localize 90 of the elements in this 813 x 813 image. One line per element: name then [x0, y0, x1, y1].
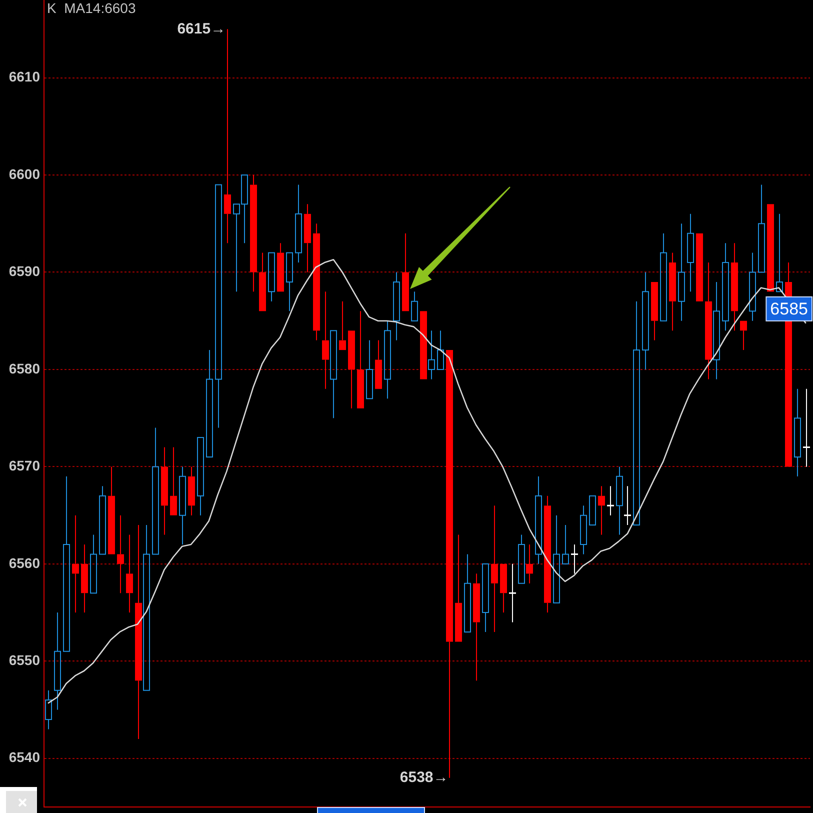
candlestick [687, 213, 694, 292]
candlestick [722, 242, 729, 332]
y-tick-label: 6580 [8, 360, 40, 376]
candlestick [535, 476, 542, 564]
candlestick [767, 204, 774, 292]
candlestick [651, 282, 658, 341]
candlestick [633, 300, 640, 526]
candlestick [330, 330, 337, 419]
candlestick [589, 495, 596, 526]
candlestick [393, 272, 400, 341]
candlestick [295, 184, 302, 264]
candlestick [81, 544, 88, 614]
candlestick [188, 466, 195, 516]
candlestick [143, 524, 150, 691]
candlestick [758, 184, 765, 273]
annotation: 6538→ [400, 768, 448, 786]
candlestick [713, 281, 720, 380]
annotation: 6615→ [177, 20, 226, 38]
candlestick [259, 252, 266, 312]
candlestick [794, 388, 801, 477]
candlestick [277, 242, 284, 292]
y-tick-label: 6610 [8, 68, 40, 85]
candlestick [170, 446, 177, 516]
candlestick [135, 524, 142, 740]
candlestick [375, 340, 382, 389]
y-tick-label: 6560 [8, 554, 40, 571]
candlestick [696, 233, 703, 302]
candlestick [268, 252, 275, 302]
candlestick [553, 514, 560, 604]
candlestick [669, 252, 676, 332]
candlestick [749, 252, 756, 322]
candlestick [500, 564, 507, 614]
candlestick [526, 544, 533, 584]
candlestick [313, 223, 320, 341]
candlestick [562, 524, 569, 564]
candlestick [491, 505, 498, 632]
candlestick [197, 437, 204, 516]
candlestick [161, 446, 168, 536]
candlestick [224, 28, 231, 244]
candlestick [642, 272, 649, 370]
candlestick [117, 514, 124, 594]
candlestick [464, 554, 471, 632]
candlestick [357, 310, 364, 408]
candlestick [215, 184, 222, 428]
candlestick [63, 476, 70, 652]
candlestick [99, 486, 106, 555]
candlestick [54, 612, 61, 710]
candlestick [322, 291, 329, 390]
candlestick [206, 350, 213, 458]
candlestick [776, 213, 783, 292]
candlestick [580, 505, 587, 555]
candlestick [544, 495, 551, 614]
candlestick [731, 242, 738, 332]
candlestick [678, 223, 685, 322]
candlestick [90, 534, 97, 594]
candlestick [446, 350, 453, 778]
candlestick [402, 232, 409, 312]
candlestick [304, 204, 311, 273]
candlestick [437, 330, 444, 370]
candlestick [339, 300, 346, 350]
candlestick [473, 573, 480, 682]
candlestick [598, 486, 605, 536]
candlestick [455, 534, 462, 642]
candlestick [740, 320, 747, 351]
candlestick [660, 232, 667, 322]
candlestick [482, 563, 489, 632]
y-tick-label: 6600 [8, 166, 40, 182]
candlestick [250, 174, 257, 292]
candlestick [366, 340, 373, 400]
candlestick [286, 252, 293, 312]
candlestick [348, 330, 355, 409]
chart-title: K MA14:6603 [47, 0, 136, 16]
candlestick [384, 320, 391, 400]
y-tick-label: 6540 [8, 749, 40, 766]
candlestick [152, 427, 159, 555]
candlestick [126, 534, 133, 614]
y-tick-label: 6550 [8, 652, 40, 668]
candlestick [518, 534, 525, 584]
candlestick [411, 291, 418, 322]
y-tick-label: 6570 [8, 458, 40, 474]
y-tick-label: 6590 [8, 263, 40, 280]
candlestick [72, 514, 79, 614]
annotation: 6585 [770, 300, 808, 319]
candlestick [45, 690, 52, 730]
candlestick [705, 262, 712, 380]
candlestick [428, 330, 435, 380]
candlestick [616, 466, 623, 536]
candlestick [108, 466, 115, 554]
candlestick [420, 311, 427, 380]
candlestick [179, 466, 186, 545]
